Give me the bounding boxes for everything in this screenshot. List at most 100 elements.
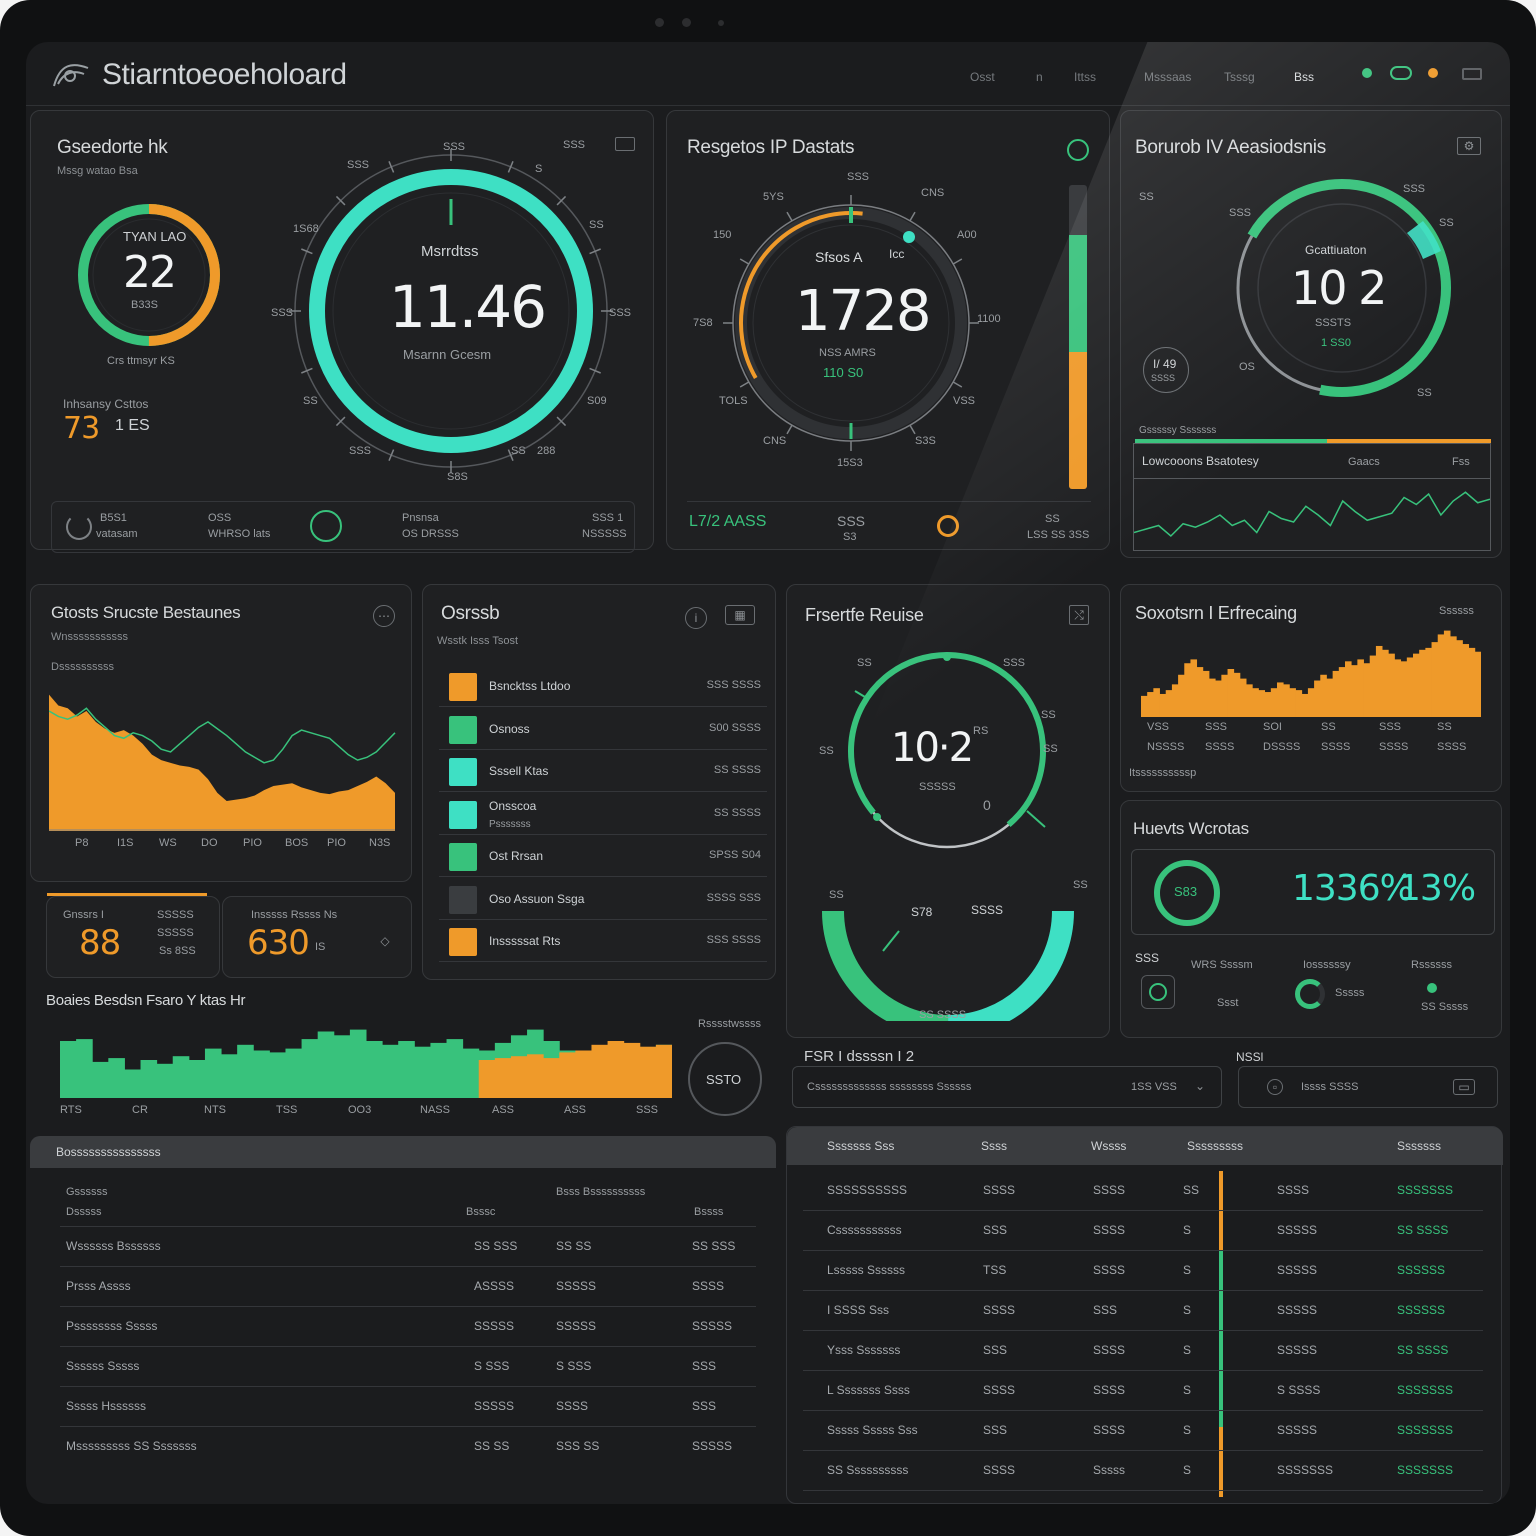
list-item[interactable]: Insssssat Rts SSS SSSS [439,922,767,962]
area-bar-green [414,1046,431,1098]
gauge-tick-label: SSS [847,171,870,183]
table-row[interactable]: SS Ssssssssss SSSS Sssss S SSSSSSS SSSSSSS [803,1451,1483,1491]
list-item[interactable]: Sssell Ktas SS SSSS [439,752,767,792]
x-tick-label: RTS [60,1104,82,1116]
list-item[interactable]: Bsncktss Ltdoo SSS SSSS [439,667,767,707]
field-value: 1SS VSS [1131,1081,1177,1093]
search-icon[interactable] [937,515,959,537]
nav-item[interactable]: Msssaas [1144,70,1192,84]
area-bar-green [60,1041,77,1098]
message-icon[interactable]: ▭ [1453,1079,1475,1095]
expand-icon[interactable] [615,137,635,151]
color-swatch [449,928,477,956]
histogram-bar [1320,674,1327,717]
table-row[interactable]: Prsss Assss ASSSS SSSSS SSSS [60,1266,756,1306]
histogram-bar [1462,644,1470,717]
table-col-header: Bsssc [466,1206,496,1218]
footer-label: Iossssssy [1303,959,1351,971]
calendar-icon[interactable]: ▦ [725,605,755,625]
table-row[interactable]: Ysss Sssssss SSS SSSS S SSSSS SS SSSS [803,1331,1483,1371]
chevron-down-icon[interactable]: ⌄ [1194,1079,1206,1093]
list-item-label: Oso Assuon Ssga [489,891,585,906]
card-bar-histogram: Soxotsrn I Erfrecaing Ssssss VSS SSS SOI SS… [1120,584,1502,792]
table-cell: SSSSSSS [1397,1383,1454,1397]
histogram-bar [1165,690,1173,717]
nav-item[interactable]: Tsssg [1224,70,1255,84]
camera-dot [682,18,691,27]
table-cell: SS SS [556,1239,592,1253]
x-tick-label: VSS [1147,721,1170,733]
refresh-icon[interactable] [66,514,92,540]
half-gauge-label: S78 [911,905,933,919]
table-cell: SSSS [983,1383,1016,1397]
table-row[interactable]: I SSSS Sss SSSS SSS S SSSSS SSSSSS [803,1291,1483,1331]
card-secondary-gauge: Borurob IV Aeasiodsnis ⚙ Gcattiuaton 10 … [1120,110,1502,558]
table-row[interactable]: SSSSSSSSSS SSSS SSSS SS SSSS SSSSSSS [803,1171,1483,1211]
x-tick-label: SSSS [1205,741,1235,753]
settings-icon[interactable]: ⚙ [1457,137,1481,155]
table-row[interactable]: Lsssss Ssssss TSS SSSS S SSSSS SSSSSS [803,1251,1483,1291]
info-icon[interactable]: i [685,607,707,629]
table-col-header: Bsss Bssssssssss [556,1186,646,1198]
nav-item[interactable]: n [1036,70,1043,84]
area-bar-green [382,1044,399,1098]
area-bar-orange [494,1058,512,1098]
gauge-tick-label: 0 [983,797,991,813]
area-bar-green [172,1056,190,1098]
table-row[interactable]: Csssssssssss SSS SSSS S SSSSS SS SSSS [803,1211,1483,1251]
table-row[interactable]: Wssssss Bssssss SS SSS SS SS SS SSS [60,1226,756,1266]
footer-label: SS Sssss [1421,1001,1469,1013]
alert-dot-icon[interactable] [1428,68,1438,78]
status-icon[interactable] [1067,139,1089,161]
list-item[interactable]: Onsscoa SS SSSS Psssssss [439,795,767,835]
search-icon[interactable] [310,510,342,542]
stat-caption: Inhsansy Csttos [63,397,149,411]
status-dot-icon[interactable] [1362,68,1372,78]
histogram-bar [1357,659,1364,717]
shuffle-icon[interactable]: ⤭ [1069,605,1089,625]
gauge-tick-label: SS [511,445,526,457]
list-item[interactable]: Osnoss S00 SSSS [439,710,767,750]
list-item[interactable]: Ost Rrsan SPSS S04 [439,837,767,877]
table-cell: S [1183,1343,1192,1357]
table-cell: Csssssssssss [827,1223,902,1237]
gauge-tick-label: SSS [347,159,370,171]
x-tick-label: CR [132,1104,148,1116]
side-badge [1143,347,1189,393]
half-gauge-label: SS [1073,879,1088,891]
table-row[interactable]: Pssssssss Sssss SSSSS SSSSS SSSSS [60,1306,756,1346]
histogram-bar [1375,645,1383,717]
table-cell: S [1183,1263,1192,1277]
card-title: Resgetos IP Dastats [687,137,855,158]
menu-icon[interactable]: ⋯ [373,605,395,627]
list-item[interactable]: Oso Assuon Ssga SSSS SSS [439,880,767,920]
search-field[interactable]: Csssssssssssss ssssssss Ssssss 1SS VSS ⌄ [792,1066,1222,1108]
table-row[interactable]: Ssssss Sssss S SSS S SSS SSS [60,1346,756,1386]
filter-field[interactable]: ▫ Issss SSSS ▭ [1238,1066,1498,1108]
table-row[interactable]: Sssss Hssssss SSSSS SSSS SSS [60,1386,756,1426]
field-label: FSR I dssssn I 2 [804,1048,915,1065]
progress-bar [1135,439,1491,443]
table-row[interactable]: Msssssssss SS Sssssss SS SS SSS SS SSSSS [60,1426,756,1466]
gauge-circle-button[interactable] [688,1042,762,1116]
window-icon[interactable] [1462,68,1482,80]
table-cell: SSSSS [1277,1263,1318,1277]
table-row[interactable]: L Sssssss Ssss SSSS SSSS S S SSSS SSSSSSS [803,1371,1483,1411]
area-bar-green [269,1052,286,1098]
diamond-icon[interactable]: ◇ [380,934,390,948]
link-icon[interactable] [1390,66,1412,80]
dashboard-screen: Stiarntoeoeholoard Osst n Ittss Msssaas … [26,42,1510,1504]
footer-label: SSS [1135,951,1160,965]
clock-icon[interactable] [1141,975,1175,1009]
x-tick-label: SSSS [1321,741,1351,753]
nav-item[interactable]: Ittss [1074,70,1097,84]
x-tick-label: DO [201,837,218,849]
histogram-bar [1338,667,1346,717]
small-gauge-unit: B33S [131,299,158,311]
table-row[interactable]: Sssss Sssss Sss SSS SSSS S SSSSS SSSSSSS [803,1411,1483,1451]
nav-item[interactable]: Osst [970,70,995,84]
gauge-sub: SSSTS [1315,317,1352,329]
nav-item-active[interactable]: Bss [1294,70,1315,84]
footer-label: Rssssss [1411,959,1452,971]
